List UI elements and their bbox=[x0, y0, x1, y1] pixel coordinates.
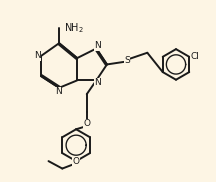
Text: N: N bbox=[55, 87, 61, 96]
Text: N: N bbox=[94, 78, 101, 87]
Text: O: O bbox=[83, 119, 90, 128]
Text: O: O bbox=[73, 157, 80, 166]
Text: N: N bbox=[34, 52, 41, 60]
Text: S: S bbox=[124, 56, 130, 65]
Text: NH$_2$: NH$_2$ bbox=[64, 21, 84, 35]
Text: Cl: Cl bbox=[190, 52, 199, 61]
Text: N: N bbox=[94, 41, 101, 50]
